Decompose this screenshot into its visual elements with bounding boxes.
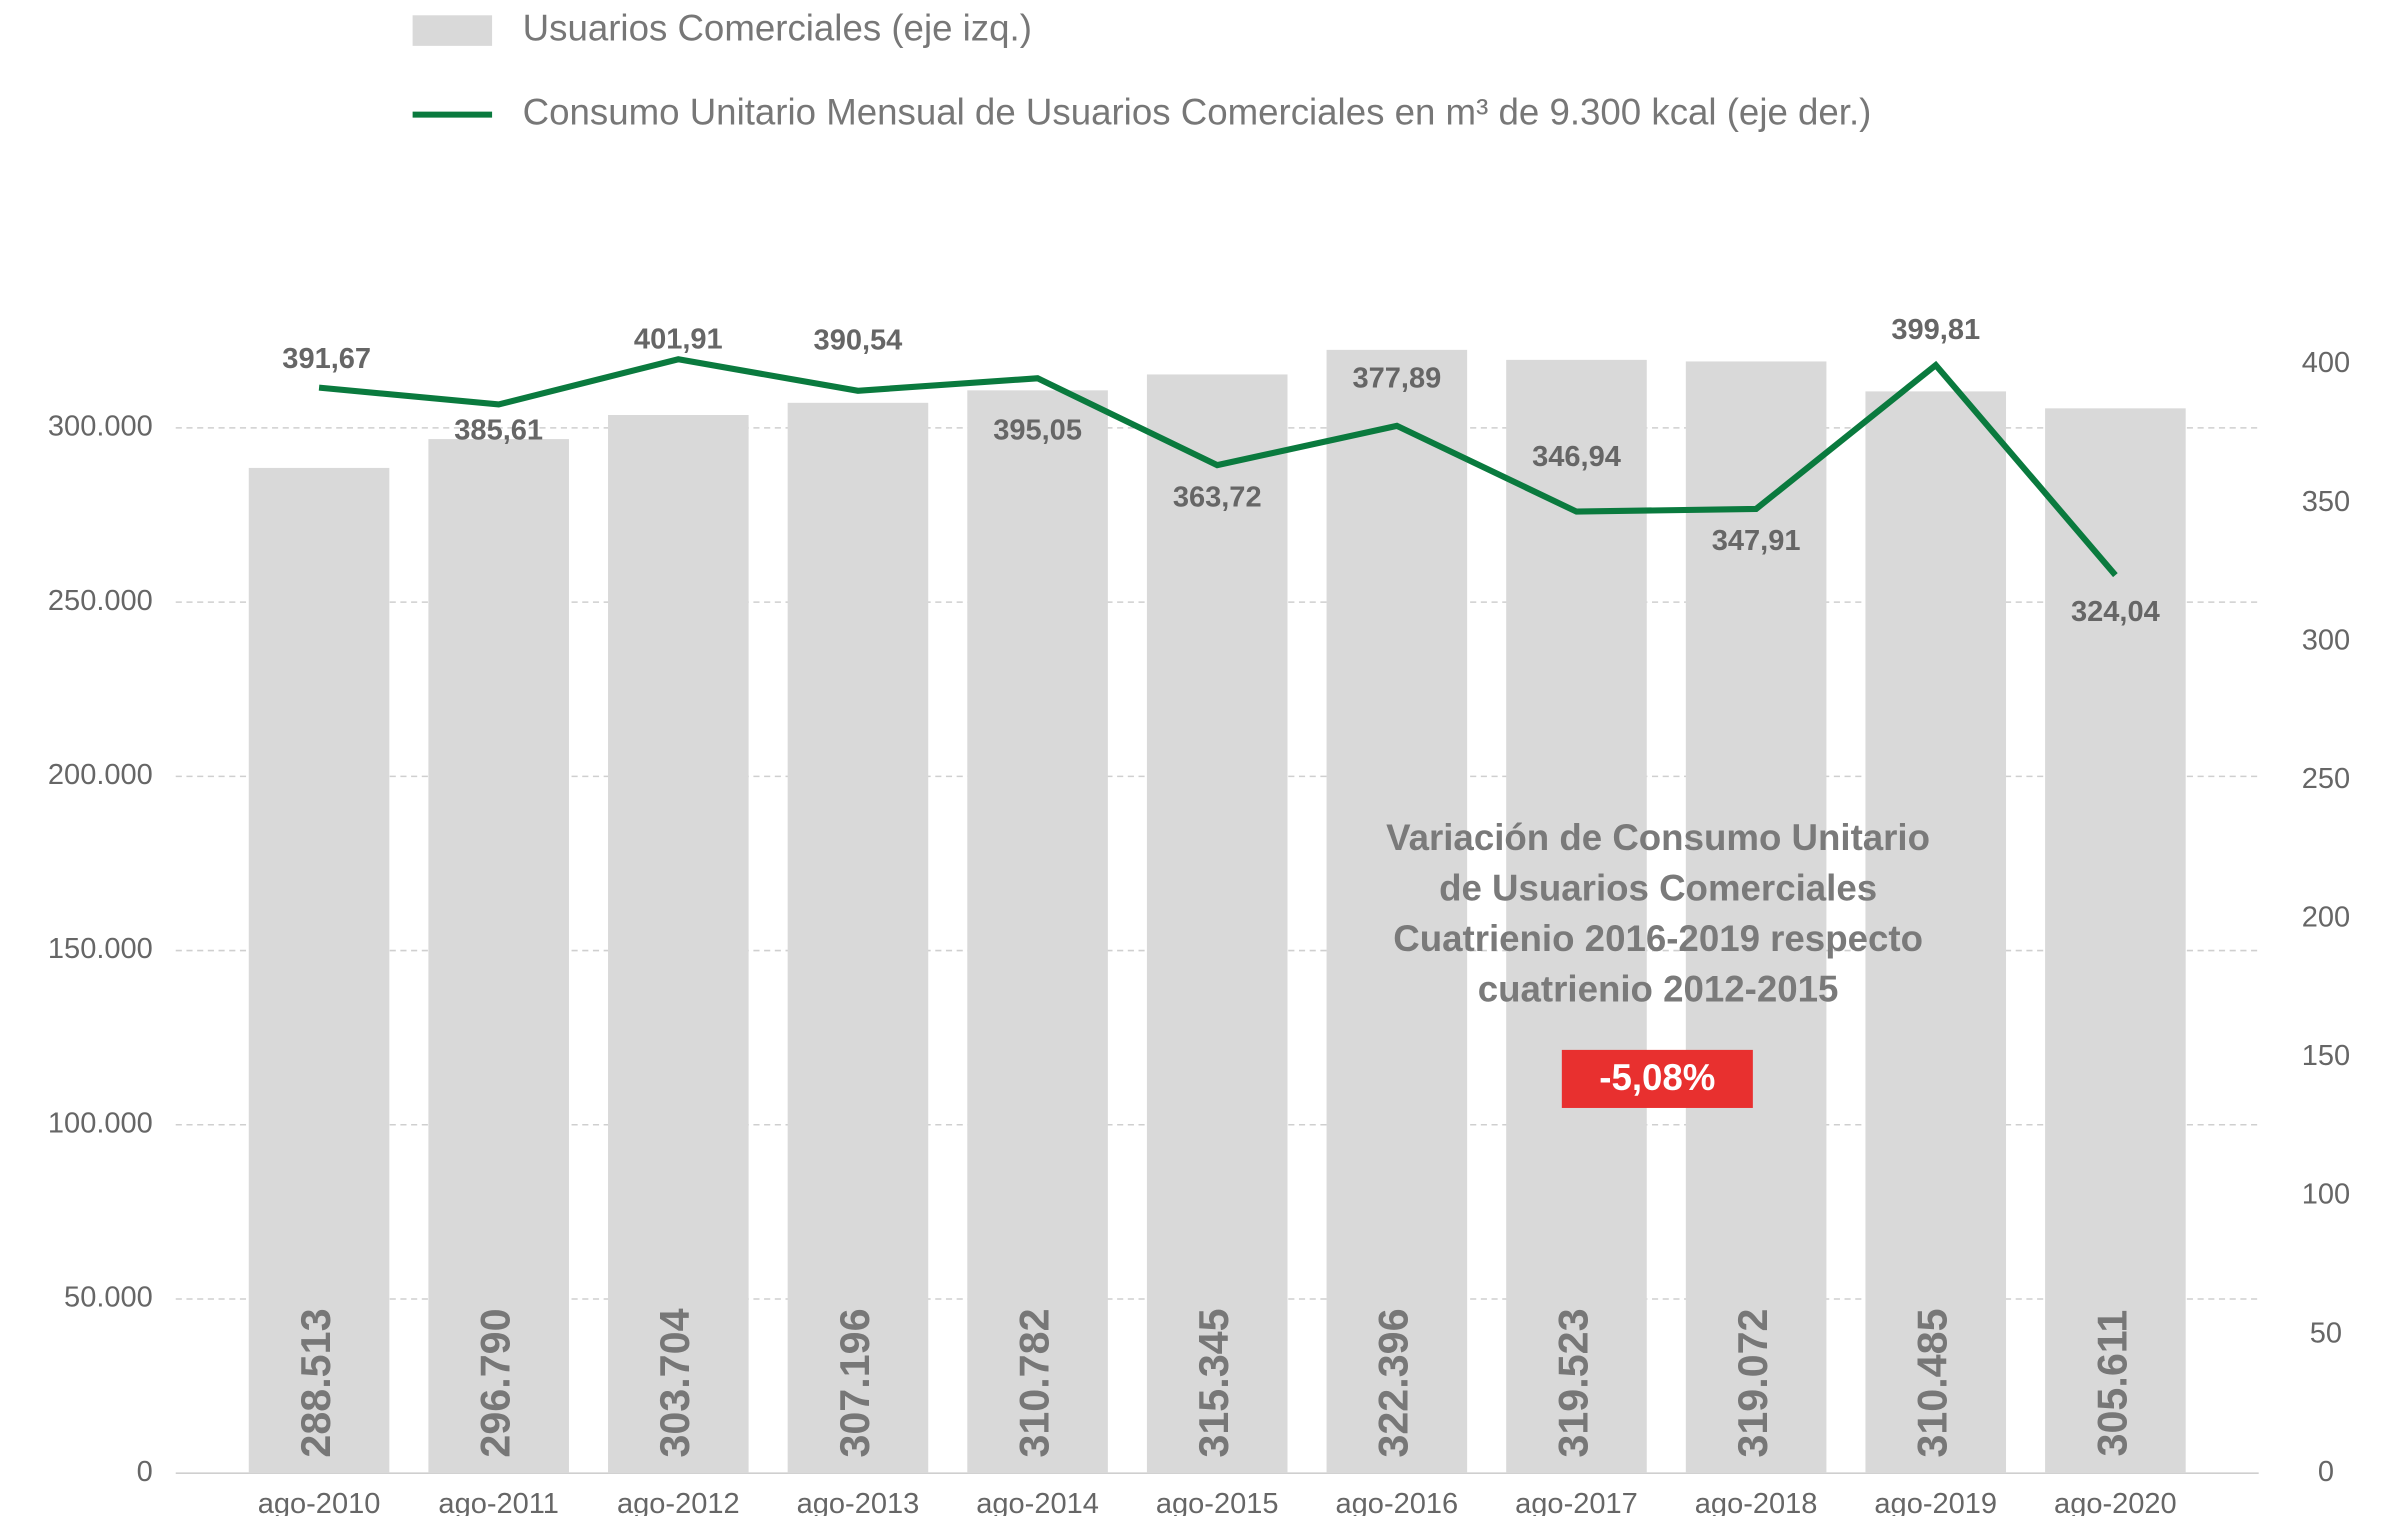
line-value-label: 401,91 bbox=[634, 324, 723, 356]
line-value-label: 385,61 bbox=[454, 415, 543, 447]
bar-value-label: 307.196 bbox=[832, 1308, 878, 1457]
y-tick-label: 250.000 bbox=[48, 585, 153, 617]
x-tick-label: ago-2017 bbox=[1515, 1488, 1638, 1516]
line-value-label: 399,81 bbox=[1891, 314, 1980, 346]
y2-tick-label: 300 bbox=[2302, 624, 2350, 656]
bar-value-label: 288.513 bbox=[293, 1308, 339, 1457]
y2-tick-label: 150 bbox=[2302, 1040, 2350, 1072]
bar bbox=[1146, 374, 1288, 1474]
bar-value-label: 310.782 bbox=[1011, 1308, 1057, 1457]
line-value-label: 391,67 bbox=[282, 343, 371, 375]
bar-value-label: 305.611 bbox=[2089, 1310, 2135, 1457]
y-tick-label: 100.000 bbox=[48, 1107, 153, 1139]
line-value-label: 390,54 bbox=[814, 325, 903, 357]
x-tick-label: ago-2012 bbox=[617, 1488, 740, 1516]
x-tick-label: ago-2013 bbox=[797, 1488, 920, 1516]
y2-tick-label: 400 bbox=[2302, 347, 2350, 379]
annotation-line: de Usuarios Comerciales bbox=[1439, 868, 1877, 909]
x-tick-label: ago-2018 bbox=[1695, 1488, 1818, 1516]
bar-value-label: 296.790 bbox=[473, 1308, 519, 1457]
legend-swatch bbox=[412, 15, 493, 46]
bar-value-label: 319.523 bbox=[1550, 1308, 1596, 1457]
line-value-label: 347,91 bbox=[1712, 525, 1801, 557]
bar-value-label: 315.345 bbox=[1191, 1308, 1237, 1457]
bar bbox=[248, 467, 390, 1474]
x-tick-label: ago-2016 bbox=[1336, 1488, 1459, 1516]
y2-tick-label: 0 bbox=[2318, 1456, 2334, 1488]
bar bbox=[1326, 349, 1468, 1474]
bar bbox=[2045, 408, 2186, 1474]
y-tick-label: 50.000 bbox=[64, 1282, 153, 1314]
bar bbox=[1685, 361, 1827, 1474]
y-tick-label: 200.000 bbox=[48, 759, 153, 791]
x-tick-label: ago-2020 bbox=[2054, 1488, 2177, 1516]
x-tick-label: ago-2010 bbox=[258, 1488, 381, 1516]
line-value-label: 324,04 bbox=[2071, 596, 2160, 628]
annotation-line: Variación de Consumo Unitario bbox=[1386, 817, 1930, 858]
bar-value-label: 303.704 bbox=[652, 1308, 698, 1457]
y-tick-label: 150.000 bbox=[48, 933, 153, 965]
line-value-label: 377,89 bbox=[1352, 363, 1441, 395]
bar bbox=[428, 439, 569, 1474]
x-tick-label: ago-2014 bbox=[976, 1488, 1099, 1516]
bar bbox=[967, 390, 1108, 1474]
annotation-line: Cuatrienio 2016-2019 respecto bbox=[1393, 918, 1923, 959]
line-value-label: 363,72 bbox=[1173, 481, 1262, 513]
x-tick-label: ago-2011 bbox=[438, 1488, 558, 1516]
annotation-value: -5,08% bbox=[1599, 1057, 1715, 1098]
x-tick-label: ago-2015 bbox=[1156, 1488, 1279, 1516]
y2-tick-label: 100 bbox=[2302, 1179, 2350, 1211]
y-tick-label: 300.000 bbox=[48, 411, 153, 443]
bar bbox=[1506, 359, 1647, 1474]
y2-tick-label: 350 bbox=[2302, 486, 2350, 518]
y2-tick-label: 250 bbox=[2302, 763, 2350, 795]
line bbox=[318, 356, 2118, 578]
bar bbox=[608, 415, 749, 1474]
bar-value-label: 310.485 bbox=[1910, 1308, 1956, 1457]
annotation-box bbox=[1561, 1049, 1753, 1108]
legend-label: Consumo Unitario Mensual de Usuarios Com… bbox=[523, 91, 1872, 132]
bar-value-label: 322.396 bbox=[1371, 1308, 1417, 1457]
line-value-label: 346,94 bbox=[1532, 441, 1621, 473]
y2-tick-label: 200 bbox=[2302, 902, 2350, 934]
annotation-line: cuatrienio 2012-2015 bbox=[1478, 969, 1839, 1010]
bar-value-label: 319.072 bbox=[1730, 1308, 1776, 1457]
line-value-label: 395,05 bbox=[993, 414, 1082, 446]
x-tick-label: ago-2019 bbox=[1874, 1488, 1997, 1516]
y2-tick-label: 50 bbox=[2310, 1317, 2342, 1349]
bar bbox=[1865, 391, 2007, 1474]
y-tick-label: 0 bbox=[137, 1456, 153, 1488]
bar bbox=[787, 402, 929, 1474]
legend-label: Usuarios Comerciales (eje izq.) bbox=[523, 7, 1032, 48]
